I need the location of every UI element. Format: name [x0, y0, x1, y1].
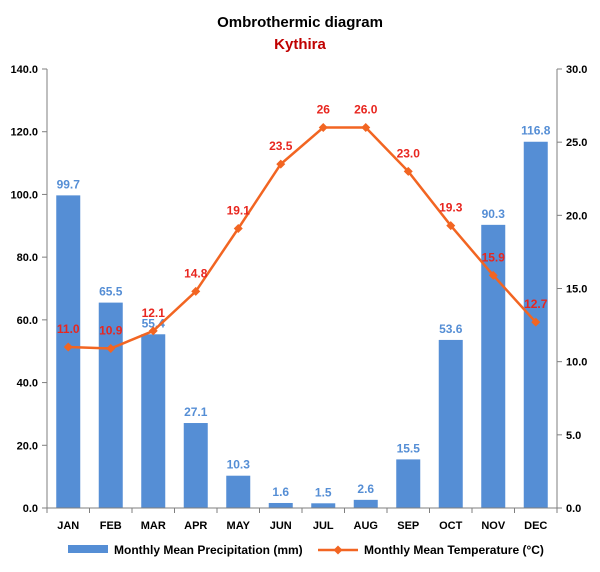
temp-label-oct: 19.3: [439, 201, 463, 215]
temp-label-apr: 14.8: [184, 266, 208, 280]
x-tick-label-apr: APR: [184, 520, 207, 532]
y-left-tick-label: 20.0: [17, 440, 38, 452]
temp-point-jul: [318, 123, 328, 133]
legend-swatch-precipitation: [68, 545, 108, 553]
legend-marker-temperature: [333, 545, 343, 555]
precip-label-oct: 53.6: [439, 322, 463, 336]
temp-point-oct: [446, 221, 456, 231]
temperature-series-line: [68, 126, 537, 350]
temp-point-dec: [531, 317, 541, 327]
y-right-tick-label: 30.0: [566, 64, 587, 76]
x-tick-label-jun: JUN: [270, 520, 292, 532]
y-left-tick-label: 60.0: [17, 315, 38, 327]
x-tick-label-oct: OCT: [439, 520, 463, 532]
temperature-line: 11.0 10.9 12.1 14.8 19.1 23.5 26 26.0 23.0 19.3 15…: [57, 103, 548, 353]
y-right-tick-label: 25.0: [566, 137, 587, 149]
precip-bar-apr: [183, 423, 208, 508]
legend-label-precipitation: Monthly Mean Precipitation (mm): [114, 543, 303, 557]
legend: Monthly Mean Precipitation (mm) Monthly M…: [68, 543, 544, 557]
precip-bar-jun: [268, 502, 293, 508]
temp-point-sep: [403, 166, 413, 176]
precip-label-dec: 116.8: [521, 124, 551, 138]
y-left-tick-label: 100.0: [10, 189, 38, 201]
temp-label-may: 19.1: [227, 204, 251, 218]
y-left-tick-label: 140.0: [10, 64, 38, 76]
chart-subtitle: Kythira: [274, 36, 326, 53]
axes: 0.0 20.0 40.0 60.0 80.0 100.0 120.0 140.0 0.0 5.0…: [10, 64, 587, 532]
y-right-tick-label: 20.0: [566, 210, 587, 222]
y-right-tick-label: 0.0: [566, 503, 581, 515]
precip-label-may: 10.3: [227, 458, 251, 472]
x-tick-label-jan: JAN: [57, 520, 79, 532]
x-tick-label-jul: JUL: [313, 520, 334, 532]
temp-point-feb: [106, 343, 116, 353]
temp-point-aug: [361, 123, 371, 133]
precip-label-feb: 65.5: [99, 285, 123, 299]
x-tick-label-may: MAY: [227, 520, 251, 532]
temp-label-aug: 26.0: [354, 103, 378, 117]
precip-bar-jan: [56, 195, 81, 508]
temp-point-jan: [63, 342, 73, 352]
y-right-tick-label: 5.0: [566, 430, 581, 442]
x-tick-label-nov: NOV: [481, 520, 506, 532]
x-tick-label-aug: AUG: [354, 520, 378, 532]
y-right-tick-label: 10.0: [566, 357, 587, 369]
temp-label-nov: 15.9: [482, 250, 506, 264]
precip-bar-oct: [438, 339, 463, 508]
temp-label-sep: 23.0: [397, 146, 421, 160]
y-left-tick-label: 120.0: [10, 127, 38, 139]
precip-bar-feb: [98, 302, 123, 508]
temp-label-dec: 12.7: [524, 297, 548, 311]
temp-label-jun: 23.5: [269, 139, 293, 153]
temp-label-jan: 11.0: [57, 322, 80, 336]
precip-label-nov: 90.3: [482, 207, 506, 221]
precip-bar-mar: [141, 334, 166, 508]
y-left-tick-label: 0.0: [23, 503, 38, 515]
y-left-tick-label: 40.0: [17, 378, 38, 390]
precip-bar-may: [226, 475, 251, 508]
temp-label-feb: 10.9: [99, 323, 123, 337]
precip-label-aug: 2.6: [357, 482, 374, 496]
temp-point-nov: [488, 270, 498, 280]
x-tick-label-dec: DEC: [524, 520, 547, 532]
temp-label-jul: 26: [317, 103, 331, 117]
x-tick-label-sep: SEP: [397, 520, 419, 532]
temp-point-jun: [276, 159, 286, 169]
precip-bar-sep: [396, 459, 421, 508]
y-right-tick-label: 15.0: [566, 284, 587, 296]
chart-title: Ombrothermic diagram: [217, 14, 383, 31]
precip-bar-aug: [353, 499, 378, 508]
y-left-tick-label: 80.0: [17, 252, 38, 264]
temp-point-may: [233, 224, 243, 234]
precip-label-apr: 27.1: [184, 405, 208, 419]
x-tick-label-mar: MAR: [141, 520, 166, 532]
precip-label-jul: 1.5: [315, 485, 332, 499]
temp-label-mar: 12.1: [142, 306, 166, 320]
legend-label-temperature: Monthly Mean Temperature (°C): [364, 543, 544, 557]
temp-point-mar: [148, 326, 158, 336]
temp-point-apr: [191, 286, 201, 296]
precip-label-jun: 1.6: [272, 485, 289, 499]
precip-label-sep: 15.5: [397, 441, 421, 455]
precip-label-jan: 99.7: [57, 177, 81, 191]
x-tick-label-feb: FEB: [100, 520, 122, 532]
precipitation-bars: 99.765.555.427.110.31.6 1.5 2.615.553.690.…: [56, 124, 551, 508]
precip-bar-jul: [311, 503, 336, 508]
